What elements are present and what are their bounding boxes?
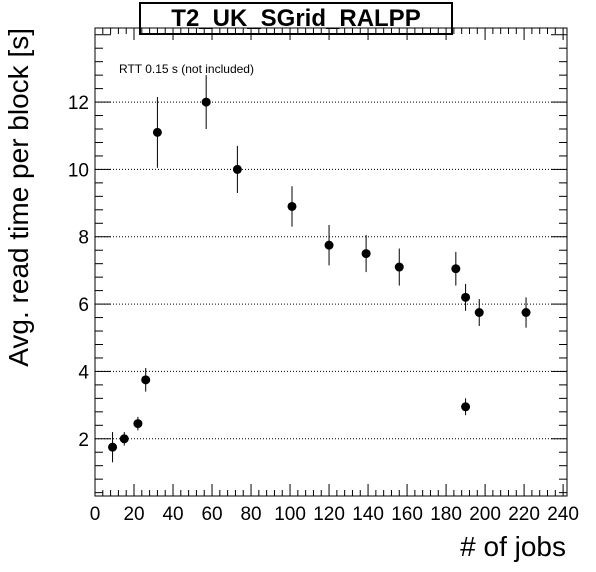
point-marker — [201, 97, 211, 107]
data-point — [108, 432, 118, 463]
x-tick-label: 120 — [313, 504, 345, 525]
data-point — [287, 186, 297, 227]
data-point — [232, 145, 242, 193]
y-tick-label: 4 — [78, 362, 89, 383]
data-point — [324, 224, 334, 266]
data-point — [521, 297, 531, 328]
point-marker — [119, 434, 129, 444]
chart-title: T2_UK_SGrid_RALPP — [139, 2, 453, 35]
data-points — [108, 75, 531, 463]
point-marker — [232, 164, 242, 174]
x-tick-label: 160 — [391, 504, 423, 525]
data-point — [141, 368, 151, 392]
data-point — [461, 398, 471, 416]
rtt-annotation: RTT 0.15 s (not included) — [119, 62, 254, 76]
point-marker — [394, 262, 404, 272]
data-point — [119, 432, 129, 446]
x-tick-label: 40 — [162, 504, 183, 525]
x-tick-labels: 0 20 40 60 80 100 120 140 160 180 200 220 240 — [90, 504, 579, 525]
x-tick-label: 20 — [123, 504, 144, 525]
data-point — [133, 416, 143, 431]
x-tick-label: 240 — [547, 504, 579, 525]
point-marker — [461, 402, 471, 412]
x-tick-label: 220 — [508, 504, 540, 525]
plot-frame — [94, 27, 568, 497]
point-marker — [133, 419, 143, 429]
point-marker — [461, 292, 471, 302]
data-point — [474, 299, 484, 326]
point-marker — [474, 308, 484, 318]
point-marker — [521, 308, 531, 318]
x-tick-label: 140 — [352, 504, 384, 525]
point-marker — [108, 442, 118, 452]
point-marker — [451, 264, 461, 274]
x-tick-label: 60 — [201, 504, 222, 525]
x-tick-label: 0 — [90, 504, 101, 525]
y-tick-labels: 2 4 6 8 10 12 — [68, 93, 90, 451]
point-marker — [152, 127, 162, 137]
data-point — [152, 97, 162, 168]
data-point — [461, 283, 471, 311]
point-marker — [141, 375, 151, 385]
y-tick-label: 8 — [78, 228, 89, 249]
point-marker — [287, 201, 297, 211]
y-tick-label: 12 — [68, 93, 89, 114]
data-point — [361, 235, 371, 273]
data-point — [394, 248, 404, 286]
axis-ticks — [94, 28, 567, 496]
point-marker — [324, 240, 334, 250]
data-point — [201, 75, 211, 130]
y-tick-label: 10 — [68, 160, 89, 181]
y-tick-label: 2 — [78, 430, 89, 451]
point-marker — [361, 249, 371, 259]
y-tick-label: 6 — [78, 295, 89, 316]
x-tick-label: 80 — [240, 504, 261, 525]
data-point — [451, 251, 461, 286]
grid-lines — [95, 101, 567, 440]
x-tick-label: 200 — [469, 504, 501, 525]
x-axis-title: # of jobs — [460, 531, 566, 562]
y-axis-title: Avg. read time per block [s] — [3, 28, 34, 367]
x-tick-label: 100 — [274, 504, 306, 525]
x-tick-label: 180 — [430, 504, 462, 525]
